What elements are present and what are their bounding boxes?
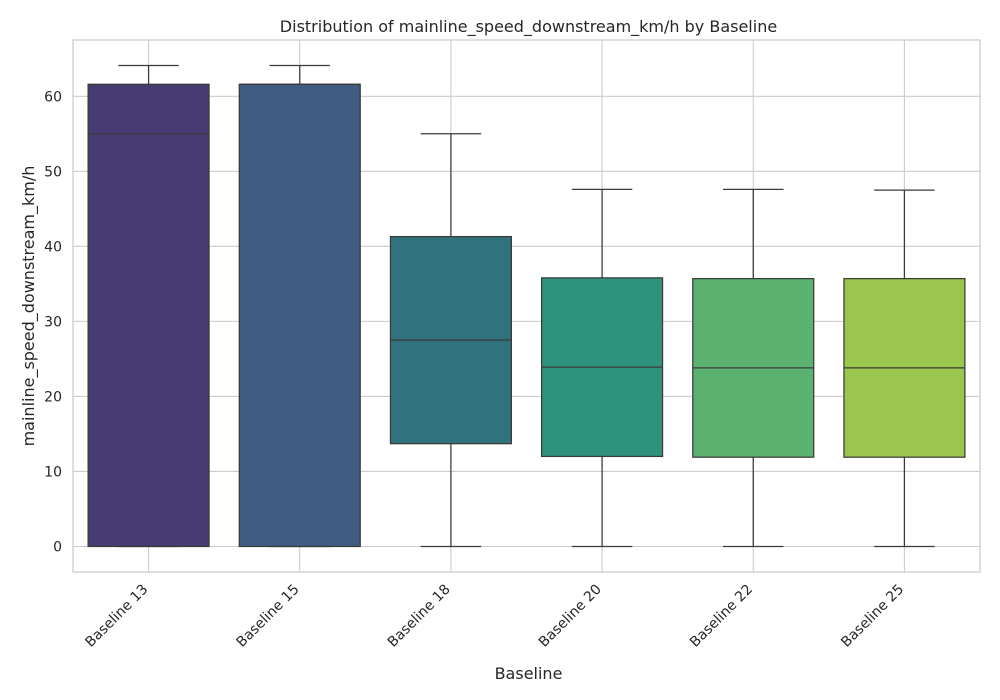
y-tick-label: 10 bbox=[44, 464, 62, 480]
chart-title: Distribution of mainline_speed_downstrea… bbox=[280, 17, 777, 37]
iqr-box bbox=[87, 83, 210, 548]
x-axis-ticks: Baseline 13 Baseline 15 Baseline 18 Baselin… bbox=[82, 582, 907, 651]
plot-area-frame bbox=[72, 39, 981, 573]
boxes bbox=[87, 64, 966, 548]
x-tick-label: Baseline 15 bbox=[234, 582, 303, 651]
x-tick-label: Baseline 18 bbox=[385, 582, 454, 651]
x-tick-label: Baseline 20 bbox=[536, 582, 605, 651]
y-tick-label: 60 bbox=[44, 89, 62, 105]
y-tick-label: 30 bbox=[44, 314, 62, 330]
box-baseline-20 bbox=[540, 188, 664, 548]
x-tick-label: Baseline 13 bbox=[82, 582, 151, 651]
box-baseline-18 bbox=[389, 133, 513, 548]
x-axis-title: Baseline bbox=[495, 664, 563, 683]
box-baseline-22 bbox=[692, 188, 815, 548]
box-baseline-25 bbox=[843, 189, 966, 548]
y-axis-title: mainline_speed_downstream_km/h bbox=[19, 166, 39, 447]
y-tick-label: 0 bbox=[53, 539, 62, 555]
x-tick-label: Baseline 25 bbox=[838, 582, 907, 651]
x-tick-label: Baseline 22 bbox=[687, 582, 756, 651]
box-baseline-15 bbox=[238, 64, 361, 548]
iqr-box bbox=[238, 83, 361, 548]
y-tick-label: 40 bbox=[44, 239, 62, 255]
box-baseline-13 bbox=[87, 64, 210, 548]
y-tick-label: 50 bbox=[44, 164, 62, 180]
y-tick-label: 20 bbox=[44, 389, 62, 405]
y-axis-ticks: 0 10 20 30 40 50 60 bbox=[44, 89, 62, 555]
